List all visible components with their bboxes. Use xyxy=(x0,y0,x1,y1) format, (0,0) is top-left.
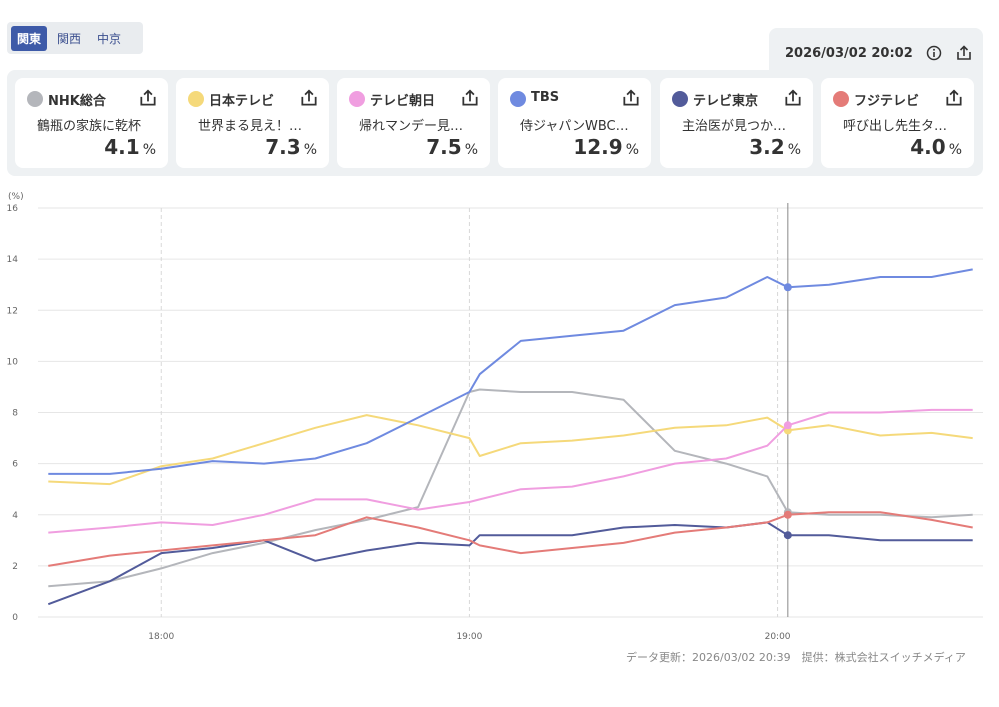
channel-name: NHK総合 xyxy=(48,94,106,109)
channel-name: テレビ朝日 xyxy=(370,94,436,109)
share-icon[interactable] xyxy=(783,88,803,108)
rating-unit: % xyxy=(464,142,478,158)
channel-card[interactable]: 日本テレビ世界まる見え！… 7.3% xyxy=(176,78,329,168)
rating-value: 3.2% xyxy=(749,135,801,159)
program-title: 呼び出し先生タ… xyxy=(843,119,948,134)
program-title: 帰れマンデー見… xyxy=(359,119,464,134)
series-line xyxy=(48,388,973,588)
share-icon[interactable] xyxy=(460,88,480,108)
share-icon[interactable] xyxy=(138,88,158,108)
series-line xyxy=(47,521,973,606)
channel-name: 日本テレビ xyxy=(209,94,275,109)
channel-name: TBS xyxy=(531,90,560,105)
info-icon[interactable] xyxy=(925,44,943,62)
channel-color-dot xyxy=(27,91,43,107)
y-axis-unit-label: (%) xyxy=(8,192,24,202)
series-line xyxy=(48,414,973,486)
update-timestamp: 2026/03/02 20:02 xyxy=(785,45,913,61)
y-tick-label: 0 xyxy=(12,613,18,623)
series-line xyxy=(48,268,973,475)
rating-value: 4.0% xyxy=(910,135,962,159)
channel-color-dot xyxy=(672,91,688,107)
tab-kanto[interactable]: 関東 xyxy=(11,25,48,51)
rating-value: 7.5% xyxy=(426,135,478,159)
current-value-point xyxy=(783,531,792,540)
channel-color-dot xyxy=(510,91,526,107)
x-tick-label: 20:00 xyxy=(765,632,791,642)
tab-chukyo[interactable]: 中京 xyxy=(97,31,122,46)
ratings-line-chart: 0 2 4 6 8 10 12 14 16 (%) 18:00 19:00 20:00 xyxy=(7,192,983,642)
channel-color-dot xyxy=(188,91,204,107)
channel-card[interactable]: テレビ朝日帰れマンデー見… 7.5% xyxy=(337,78,490,168)
rating-value: 12.9% xyxy=(573,135,639,159)
x-tick-label: 19:00 xyxy=(456,632,482,642)
channel-name: テレビ東京 xyxy=(693,94,759,109)
program-title: 侍ジャパンWBC… xyxy=(520,119,629,134)
current-value-point xyxy=(783,421,792,430)
rating-unit: % xyxy=(625,142,639,158)
update-time-box: 2026/03/02 20:02 xyxy=(769,28,983,78)
rating-unit: % xyxy=(303,142,317,158)
share-icon[interactable] xyxy=(944,88,964,108)
tab-kansai[interactable]: 関西 xyxy=(57,31,82,46)
share-icon[interactable] xyxy=(621,88,641,108)
y-tick-label: 14 xyxy=(7,255,19,265)
y-tick-label: 4 xyxy=(12,511,18,521)
current-value-point xyxy=(783,510,792,519)
rating-value: 4.1% xyxy=(104,135,156,159)
share-icon[interactable] xyxy=(955,44,973,62)
channel-card[interactable]: TBS 侍ジャパンWBC… 12.9% xyxy=(498,78,651,168)
x-tick-label: 18:00 xyxy=(148,632,174,642)
channel-card[interactable]: テレビ東京主治医が見つか… 3.2% xyxy=(660,78,813,168)
region-tabs: 関東 関西 中京 xyxy=(7,22,143,54)
rating-unit: % xyxy=(948,142,962,158)
program-title: 世界まる見え！… xyxy=(198,119,303,134)
series-line xyxy=(48,511,973,567)
channel-color-dot xyxy=(349,91,365,107)
y-tick-label: 10 xyxy=(7,357,19,367)
program-title: 鶴瓶の家族に乾杯 xyxy=(37,119,142,134)
rating-unit: % xyxy=(142,142,156,158)
channel-name: フジテレビ xyxy=(854,94,920,109)
series-line xyxy=(48,408,973,534)
current-value-point xyxy=(783,283,792,292)
channel-color-dot xyxy=(833,91,849,107)
rating-value: 7.3% xyxy=(265,135,317,159)
channel-card[interactable]: NHK総合鶴瓶の家族に乾杯 4.1% xyxy=(15,78,168,168)
data-source-footer: データ更新：2026/03/02 20:39 提供：株式会社スイッチメディア xyxy=(626,651,966,664)
rating-unit: % xyxy=(787,142,801,158)
y-tick-label: 2 xyxy=(12,562,18,572)
share-icon[interactable] xyxy=(299,88,319,108)
program-title: 主治医が見つか… xyxy=(682,119,787,134)
channel-panel xyxy=(7,70,983,176)
y-tick-label: 12 xyxy=(7,306,18,316)
y-tick-label: 16 xyxy=(7,204,19,214)
channel-card[interactable]: フジテレビ呼び出し先生タ… 4.0% xyxy=(821,78,974,168)
y-tick-label: 8 xyxy=(12,409,18,419)
y-tick-label: 6 xyxy=(12,460,18,470)
